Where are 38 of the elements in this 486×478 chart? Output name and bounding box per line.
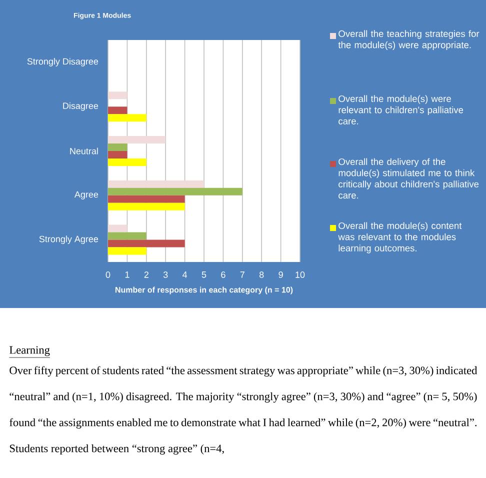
bar bbox=[108, 224, 128, 232]
x-tick-label: 3 bbox=[163, 272, 168, 278]
legend-label: Overall the module(s) were relevant to children's palliative care. bbox=[338, 95, 464, 124]
y-tick-label: Agree bbox=[74, 191, 98, 200]
bar bbox=[108, 106, 128, 114]
x-tick-label: 10 bbox=[296, 272, 305, 278]
bar bbox=[108, 136, 166, 144]
x-tick-label: 1 bbox=[125, 272, 130, 278]
bar bbox=[108, 195, 185, 203]
y-tick-label: Strongly Disagree bbox=[27, 58, 98, 66]
bar bbox=[108, 158, 146, 166]
x-tick-label: 7 bbox=[240, 272, 244, 278]
y-tick-label: Neutral bbox=[70, 148, 98, 154]
x-tick-label: 9 bbox=[278, 272, 283, 278]
x-tick-label: 6 bbox=[221, 272, 226, 278]
text: Over fifty percent of students rated “the assessment strategy was appropriate” while (n=3, 30%) indicated “neutral” and (n=1, 10%) disagreed. The majority “strongly agree” (n=3, 30%) and “agree” (n= 5, 50%) found “the assignments enabled me to demonstrate what I had learned” while (n=2, 20%) were “neutral”. Students reported between “strong agree” (n=4, bbox=[10, 366, 478, 455]
bar bbox=[108, 202, 185, 210]
bar bbox=[108, 232, 146, 240]
x-tick-label: 0 bbox=[106, 272, 110, 278]
x-tick-label: 5 bbox=[202, 272, 206, 278]
y-tick-label: Disagree bbox=[63, 102, 98, 111]
legend-label: Overall the delivery of the module(s) stimulated me to think critically about children's palliative care. bbox=[338, 158, 479, 199]
bar bbox=[108, 114, 146, 122]
x-tick-label: 8 bbox=[259, 272, 264, 278]
y-tick-label: Strongly Agree bbox=[39, 236, 98, 244]
bar bbox=[108, 151, 128, 158]
text: Learning bbox=[10, 346, 50, 356]
bar bbox=[108, 180, 204, 188]
bar bbox=[108, 240, 185, 248]
x-tick-label: 2 bbox=[144, 272, 148, 278]
x-tick-label: 4 bbox=[182, 272, 188, 278]
bar bbox=[108, 144, 128, 151]
bar bbox=[108, 188, 242, 196]
legend-label: Overall the teaching strategies for the module(s) were appropriate. bbox=[338, 30, 480, 50]
bar bbox=[108, 92, 128, 100]
legend-label: Overall the module(s) content was relevant to the modules learning outcomes. bbox=[338, 222, 462, 254]
bar bbox=[108, 247, 146, 255]
x-axis-title: Number of responses in each category (n = 10) bbox=[116, 286, 293, 294]
